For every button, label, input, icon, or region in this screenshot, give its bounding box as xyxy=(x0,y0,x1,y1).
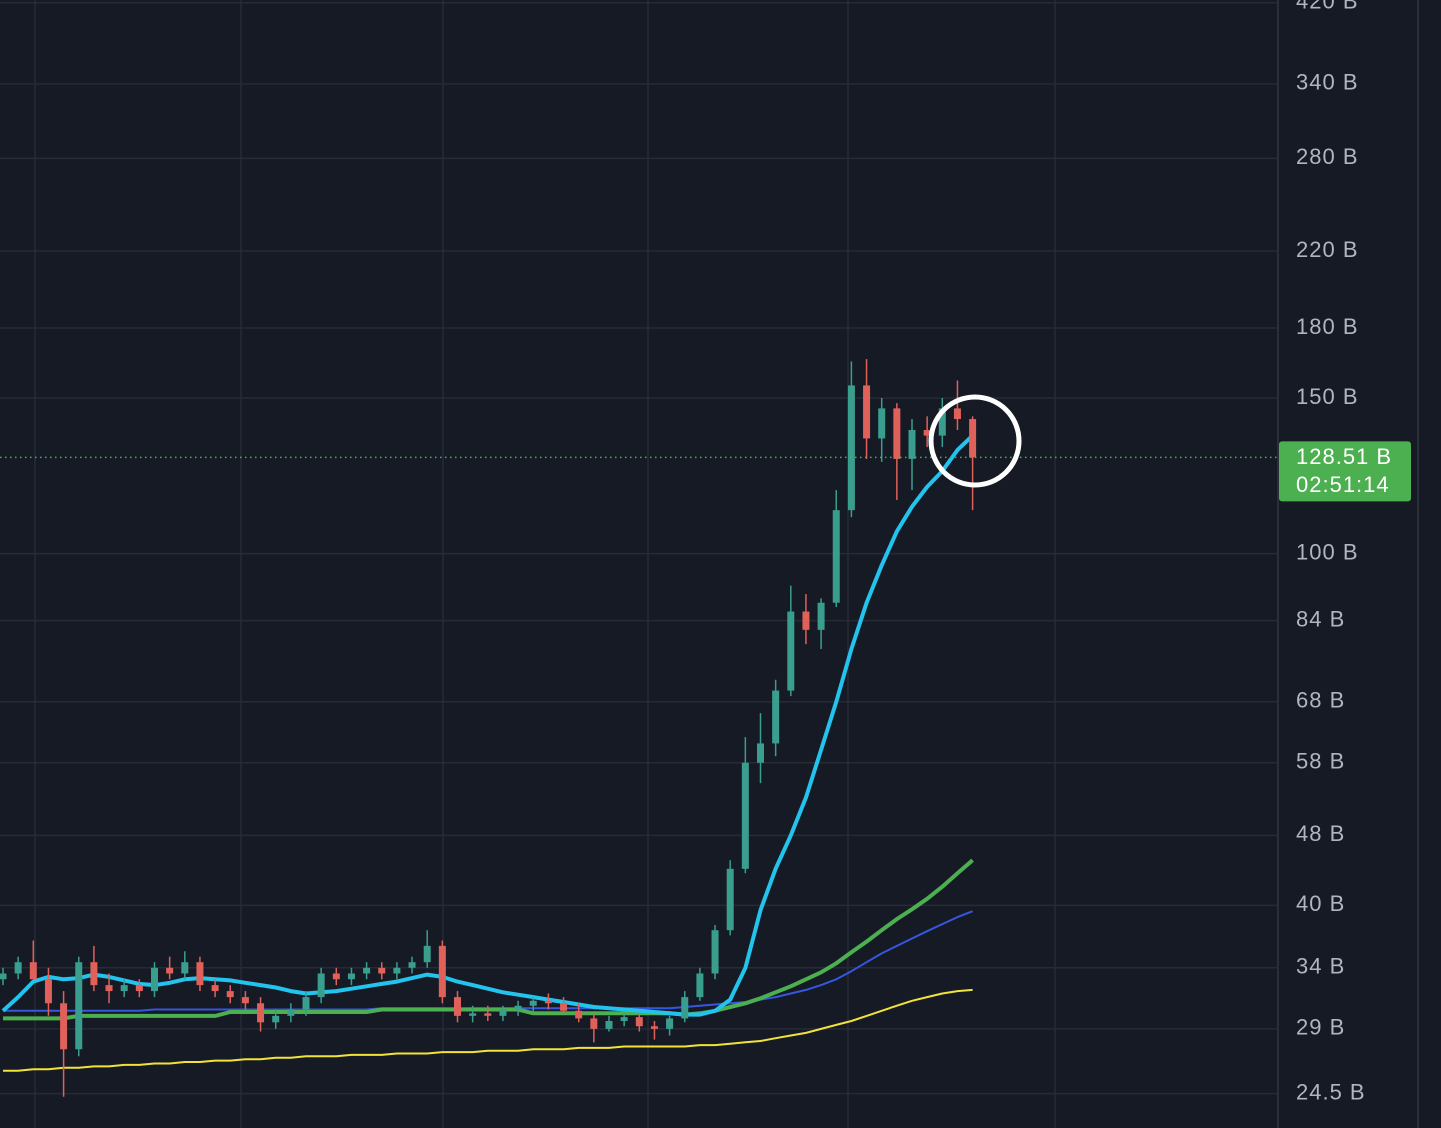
candle-body xyxy=(29,962,37,980)
candle-body xyxy=(423,945,431,963)
y-tick-label: 180 B xyxy=(1296,314,1359,339)
candle-body xyxy=(272,1015,280,1023)
candle-body xyxy=(196,962,204,986)
candle-body xyxy=(257,1003,265,1023)
y-tick-label: 24.5 B xyxy=(1296,1079,1366,1104)
candle-body xyxy=(923,430,931,436)
candle-body xyxy=(832,510,840,603)
candle-body xyxy=(90,962,98,986)
candle-body xyxy=(544,1000,552,1004)
candle-body xyxy=(135,985,143,992)
candle-body xyxy=(347,973,355,980)
candle-body xyxy=(620,1017,628,1022)
y-tick-label: 29 B xyxy=(1296,1015,1345,1040)
countdown-label: 02:51:14 xyxy=(1296,472,1390,497)
candle-body xyxy=(711,930,719,974)
candle-body xyxy=(287,1009,295,1016)
moving-average-line xyxy=(3,988,973,1072)
candle-body xyxy=(560,1003,568,1011)
candles xyxy=(0,359,977,1097)
moving-average-line xyxy=(1,434,974,1017)
candle-body xyxy=(75,962,83,1050)
candle-body xyxy=(105,985,113,992)
y-tick-label: 150 B xyxy=(1296,384,1359,409)
candle-body xyxy=(438,945,446,998)
candle-body xyxy=(166,967,174,974)
candle-body xyxy=(772,690,780,744)
candle-body xyxy=(726,868,734,931)
candle-body xyxy=(666,1018,674,1029)
candle-body xyxy=(514,1005,522,1010)
candle-body xyxy=(241,997,249,1004)
candle-body xyxy=(681,997,689,1019)
y-tick-label: 220 B xyxy=(1296,237,1359,262)
price-axis: 420 B 340 B 280 B 220 B 180 B 150 B 100 B 84 B 6… xyxy=(0,0,1411,1104)
candle-body xyxy=(817,602,825,630)
vertical-grid xyxy=(34,0,1056,1128)
candle-body xyxy=(499,1009,507,1016)
candle-body xyxy=(847,385,855,511)
candle-body xyxy=(590,1018,598,1029)
y-tick-label: 84 B xyxy=(1296,606,1345,631)
y-tick-label: 100 B xyxy=(1296,539,1359,564)
highlight-circle xyxy=(928,394,1022,488)
candle-body xyxy=(378,967,386,974)
candle-body xyxy=(454,997,461,1016)
candle-body xyxy=(60,1003,68,1050)
candle-body xyxy=(787,611,795,691)
candle-body xyxy=(44,979,52,1004)
grid xyxy=(0,1,1278,1095)
candle-body xyxy=(529,1000,537,1006)
candle-body xyxy=(302,997,310,1010)
candle-body xyxy=(696,973,704,998)
candle-body xyxy=(0,973,7,980)
candle-body xyxy=(757,743,764,763)
price-label: 128.51 B xyxy=(1296,444,1392,469)
candle-body xyxy=(802,611,810,630)
candle-body xyxy=(575,1010,583,1019)
candle-body xyxy=(469,1013,477,1016)
candle-body xyxy=(393,967,401,974)
candle-body xyxy=(151,967,158,992)
candle-body xyxy=(181,962,189,974)
y-tick-label: 340 B xyxy=(1296,70,1359,95)
candle-body xyxy=(120,985,128,992)
y-tick-label: 48 B xyxy=(1296,821,1345,846)
candle-body xyxy=(635,1017,643,1027)
candle-body xyxy=(363,967,371,974)
candle-body xyxy=(938,408,946,436)
candle-body xyxy=(741,762,749,869)
y-tick-label: 280 B xyxy=(1296,144,1359,169)
candle-body xyxy=(878,408,886,439)
candle-body xyxy=(863,385,871,439)
candle-body xyxy=(211,985,219,992)
candle-body xyxy=(484,1013,492,1016)
candle-body xyxy=(332,973,340,980)
candle-body xyxy=(650,1026,658,1029)
candle-body xyxy=(408,962,416,968)
price-label-box xyxy=(1279,441,1411,502)
candle-body xyxy=(969,419,977,458)
candle-body xyxy=(893,408,901,459)
candle-body xyxy=(908,430,916,459)
candle-body xyxy=(953,408,961,420)
candle-body xyxy=(605,1021,613,1029)
y-tick-label: 34 B xyxy=(1296,954,1345,979)
y-tick-label: 68 B xyxy=(1296,688,1345,713)
candle-body xyxy=(226,991,234,998)
y-tick-label: 420 B xyxy=(1296,0,1359,14)
y-tick-label: 58 B xyxy=(1296,749,1345,774)
candle-body xyxy=(317,973,325,998)
candle-body xyxy=(14,962,22,974)
y-tick-label: 40 B xyxy=(1296,891,1345,916)
